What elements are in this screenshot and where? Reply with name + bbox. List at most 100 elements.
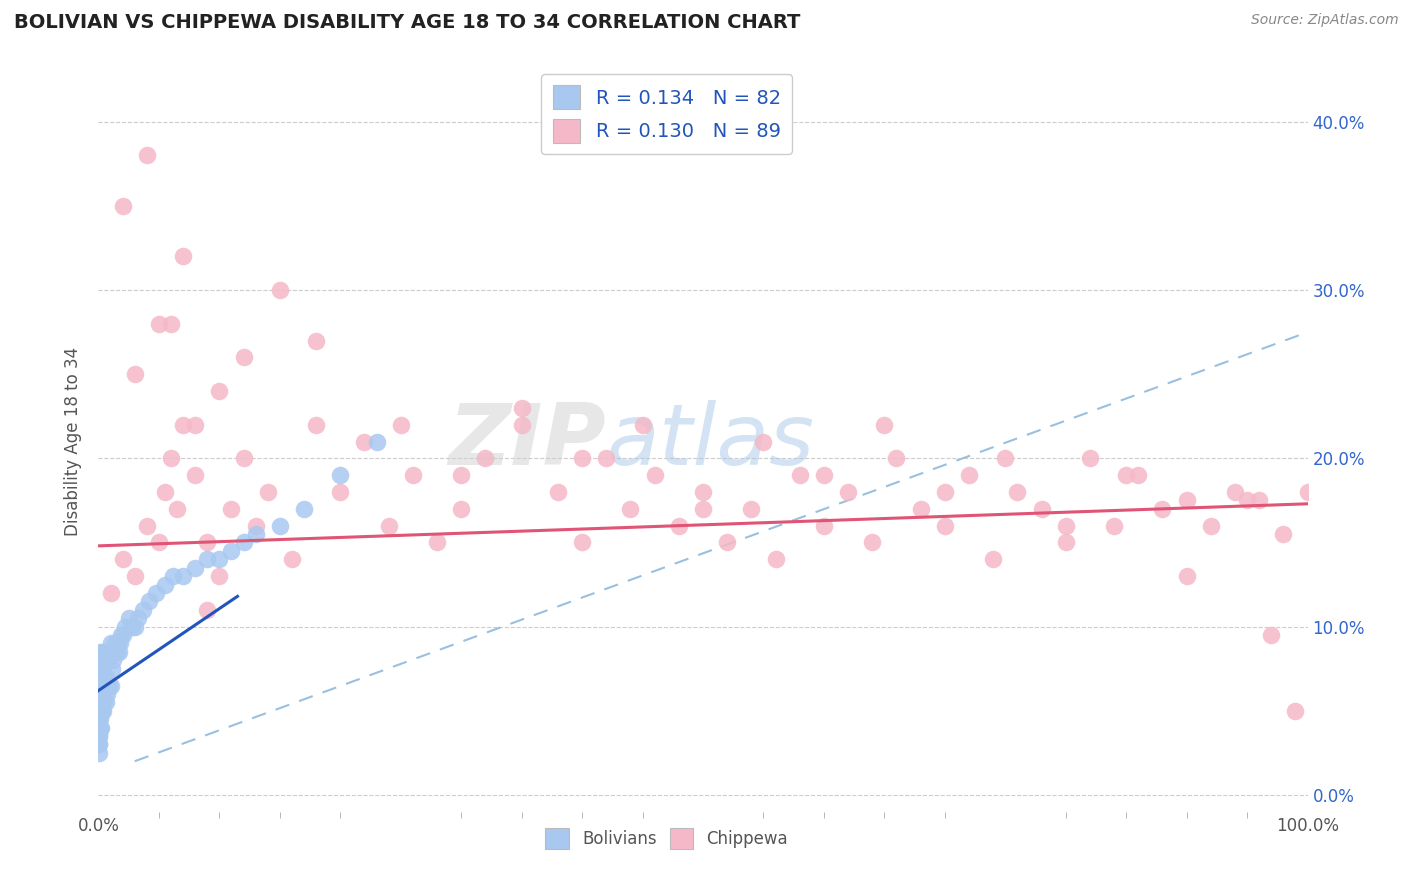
Point bbox=[89, 679, 111, 693]
Point bbox=[329, 485, 352, 500]
Point bbox=[87, 679, 110, 693]
Point bbox=[91, 662, 114, 676]
Point bbox=[292, 501, 315, 516]
Point bbox=[571, 535, 593, 549]
Point bbox=[837, 485, 859, 500]
Point bbox=[232, 535, 254, 549]
Legend: Bolivians, Chippewa: Bolivians, Chippewa bbox=[538, 822, 794, 855]
Point bbox=[232, 451, 254, 466]
Point bbox=[184, 468, 207, 483]
Point bbox=[100, 662, 122, 676]
Point bbox=[740, 501, 762, 516]
Point bbox=[474, 451, 496, 466]
Point bbox=[93, 653, 115, 667]
Point bbox=[90, 721, 112, 735]
Point bbox=[1152, 501, 1174, 516]
Point bbox=[98, 645, 121, 659]
Point bbox=[981, 552, 1004, 566]
Point bbox=[752, 434, 775, 449]
Point bbox=[111, 552, 134, 566]
Point bbox=[692, 501, 714, 516]
Point bbox=[813, 518, 835, 533]
Point bbox=[89, 670, 111, 684]
Point bbox=[1031, 501, 1053, 516]
Point bbox=[765, 552, 787, 566]
Point bbox=[97, 679, 120, 693]
Point bbox=[873, 417, 896, 432]
Point bbox=[221, 501, 243, 516]
Point bbox=[366, 434, 388, 449]
Point bbox=[100, 679, 122, 693]
Point bbox=[148, 535, 170, 549]
Point bbox=[91, 695, 114, 709]
Point bbox=[94, 645, 117, 659]
Point bbox=[1054, 518, 1077, 533]
Point bbox=[269, 518, 291, 533]
Point bbox=[91, 653, 114, 667]
Point bbox=[195, 552, 218, 566]
Point bbox=[103, 645, 125, 659]
Point bbox=[87, 687, 110, 701]
Point bbox=[1175, 493, 1198, 508]
Point bbox=[90, 679, 112, 693]
Point bbox=[87, 704, 110, 718]
Point bbox=[269, 283, 291, 297]
Point bbox=[90, 687, 112, 701]
Point bbox=[172, 249, 194, 264]
Point bbox=[111, 628, 134, 642]
Point bbox=[93, 670, 115, 684]
Point bbox=[1236, 493, 1258, 508]
Point bbox=[124, 569, 146, 583]
Point bbox=[105, 645, 128, 659]
Point bbox=[1249, 493, 1271, 508]
Point bbox=[104, 636, 127, 650]
Point bbox=[160, 451, 183, 466]
Point bbox=[716, 535, 738, 549]
Point bbox=[97, 645, 120, 659]
Point bbox=[1296, 485, 1319, 500]
Point bbox=[934, 485, 956, 500]
Point bbox=[510, 401, 533, 415]
Point bbox=[111, 199, 134, 213]
Point bbox=[595, 451, 617, 466]
Point bbox=[89, 721, 111, 735]
Point bbox=[1128, 468, 1150, 483]
Point bbox=[87, 738, 110, 752]
Point bbox=[1078, 451, 1101, 466]
Point bbox=[1223, 485, 1246, 500]
Text: Source: ZipAtlas.com: Source: ZipAtlas.com bbox=[1251, 13, 1399, 28]
Point bbox=[87, 695, 110, 709]
Point bbox=[124, 619, 146, 633]
Point bbox=[107, 636, 129, 650]
Point bbox=[100, 636, 122, 650]
Point bbox=[87, 746, 110, 760]
Point bbox=[934, 518, 956, 533]
Point bbox=[631, 417, 654, 432]
Point bbox=[87, 721, 110, 735]
Point bbox=[98, 679, 121, 693]
Point bbox=[89, 653, 111, 667]
Point bbox=[644, 468, 666, 483]
Point bbox=[245, 527, 267, 541]
Point bbox=[789, 468, 811, 483]
Point bbox=[90, 662, 112, 676]
Point bbox=[89, 695, 111, 709]
Point bbox=[353, 434, 375, 449]
Point bbox=[108, 636, 131, 650]
Point bbox=[90, 704, 112, 718]
Point bbox=[93, 695, 115, 709]
Point bbox=[402, 468, 425, 483]
Point bbox=[118, 611, 141, 625]
Point bbox=[172, 417, 194, 432]
Point bbox=[547, 485, 569, 500]
Point bbox=[208, 552, 231, 566]
Point bbox=[195, 603, 218, 617]
Point bbox=[1007, 485, 1029, 500]
Point bbox=[426, 535, 449, 549]
Point bbox=[138, 594, 160, 608]
Point bbox=[148, 317, 170, 331]
Point bbox=[886, 451, 908, 466]
Point bbox=[91, 645, 114, 659]
Point bbox=[108, 645, 131, 659]
Point bbox=[110, 628, 132, 642]
